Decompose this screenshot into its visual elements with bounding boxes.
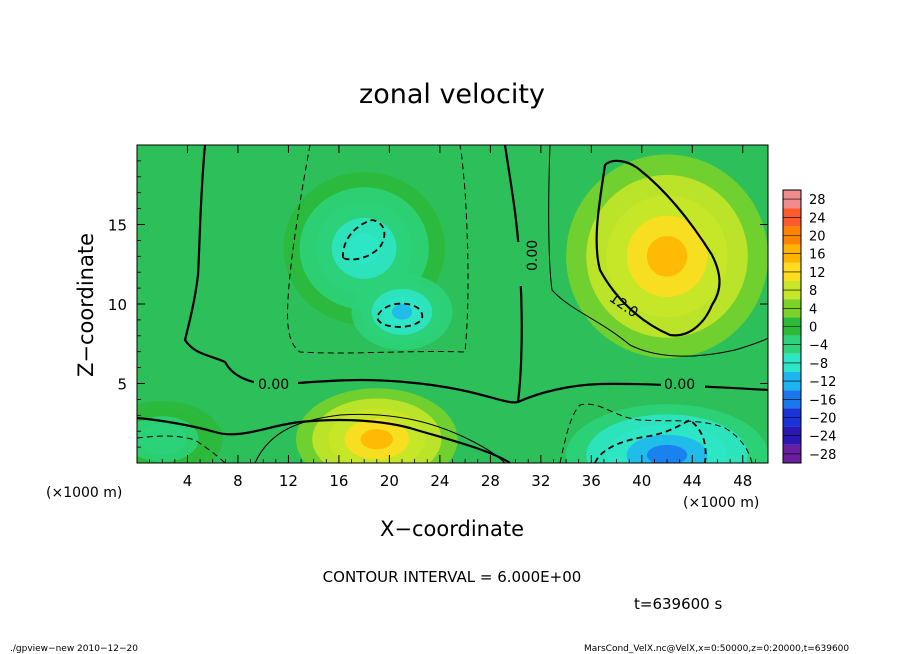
colorbar-label: 24 (809, 211, 826, 226)
colorbar-label: −28 (809, 448, 836, 463)
x-tick-label: 40 (632, 472, 651, 490)
y-axis-label: Z−coordinate (74, 233, 98, 377)
x-tick-label: 12 (279, 472, 298, 490)
x-tick-label: 20 (380, 472, 399, 490)
x-tick-label: 8 (233, 472, 243, 490)
contour-label-bg-b (508, 242, 526, 286)
x-tick-label: 24 (430, 472, 449, 490)
colorbar-labels: 28 24 20 16 12 8 4 0 −4 −8 −12 −16 −20 −24 −28 (809, 193, 836, 463)
field-features (137, 154, 768, 463)
colorbar-label: 8 (809, 284, 817, 299)
x-tick-label: 32 (531, 472, 550, 490)
zero-contour-right (517, 382, 768, 404)
axis-ticks (137, 145, 768, 463)
colorbar-label: −24 (809, 430, 836, 445)
x-unit-left: (×1000 m) (46, 485, 122, 501)
y-tick-labels: 5 10 15 (108, 217, 127, 394)
colorbar-label: 16 (809, 248, 826, 263)
contour-lines (137, 145, 768, 463)
x-tick-label: 36 (582, 472, 601, 490)
colorbar-label: 4 (809, 302, 817, 317)
field-feature-5-level-4 (150, 431, 175, 447)
x-axis-label: X−coordinate (380, 517, 524, 541)
footer-right: MarsCond_VelX.nc@VelX,x=0:50000,z=0:2000… (584, 644, 849, 654)
colorbar-label: −20 (809, 412, 836, 427)
footer-left: ./gpview−new 2010−12−20 (10, 644, 138, 654)
heatmap-field (137, 145, 768, 463)
x-tick-labels: 4 8 12 16 20 24 28 32 36 40 44 48 (183, 472, 753, 490)
contour-interval: CONTOUR INTERVAL = 6.000E+00 (323, 568, 582, 586)
time-label: t=639600 s (634, 595, 722, 613)
x-tick-label: 16 (329, 472, 348, 490)
minus-twelve-contour-b (376, 302, 424, 328)
colorbar-label: 12 (809, 266, 826, 281)
contour-label-bg-a (254, 375, 298, 391)
contour-label-zero-b: 0.00 (525, 240, 541, 271)
colorbar-label: 28 (809, 193, 826, 208)
contour-label-zero-a: 0.00 (258, 377, 289, 393)
minus-twelve-contour-a (342, 219, 386, 261)
colorbar-label: 0 (809, 321, 817, 336)
colorbar-label: 20 (809, 230, 826, 245)
twelve-contour (595, 159, 721, 337)
contour-label-bg-c (661, 375, 705, 391)
six-contour (548, 145, 768, 357)
six-contour-lower (254, 413, 506, 463)
minus-six-contour-lower-right (559, 403, 753, 463)
minus-six-contour-upper (287, 145, 469, 354)
colorbar (782, 189, 802, 464)
zero-contour-left (183, 145, 523, 404)
field-feature-4-level-4 (646, 444, 688, 463)
colorbar-label: −12 (809, 375, 836, 390)
x-tick-label: 4 (183, 472, 193, 490)
field-feature-3-level-4 (391, 304, 413, 320)
x-tick-label: 48 (733, 472, 752, 490)
y-tick-label: 15 (108, 217, 127, 235)
y-tick-label: 10 (108, 296, 127, 314)
chart-title: zonal velocity (359, 79, 545, 110)
colorbar-label: −8 (809, 357, 828, 372)
colorbar-label: −4 (809, 339, 828, 354)
x-tick-label: 44 (683, 472, 702, 490)
field-feature-1-level-4 (360, 428, 393, 450)
y-tick-label: 5 (117, 376, 127, 394)
colorbar-label: −16 (809, 393, 836, 408)
field-feature-0-level-4 (646, 235, 688, 277)
minus-twelve-contour-c (594, 418, 707, 463)
contour-label-zero-c: 0.00 (664, 377, 695, 393)
x-tick-label: 28 (481, 472, 500, 490)
field-feature-2-level-4 (348, 233, 381, 264)
x-unit-right: (×1000 m) (683, 495, 759, 511)
